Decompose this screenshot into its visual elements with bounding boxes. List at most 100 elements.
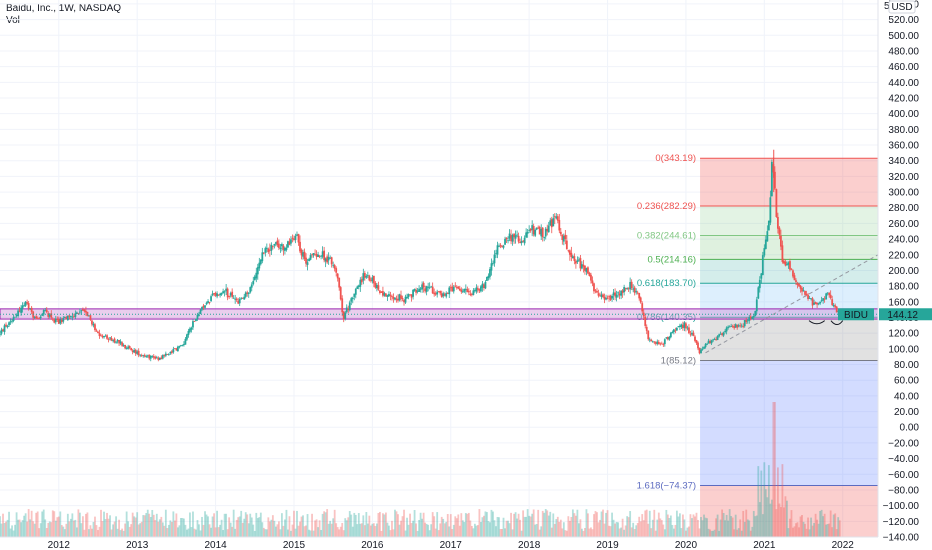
candle-body xyxy=(121,342,124,346)
candle-body xyxy=(118,340,120,344)
candle-body xyxy=(155,357,158,359)
volume-bar xyxy=(505,520,508,537)
candle-body xyxy=(761,255,764,276)
candle-body xyxy=(719,333,722,335)
volume-bar xyxy=(502,517,505,537)
volume-bar xyxy=(764,489,767,537)
volume-bar xyxy=(17,519,19,537)
volume-bar xyxy=(486,512,488,537)
volume-bar xyxy=(18,519,21,537)
candle-body xyxy=(568,250,571,255)
volume-bar xyxy=(617,522,619,537)
candle-body xyxy=(424,288,427,292)
time-axis[interactable]: 2012 2013 2014 2015 2016 2017 2018 2019 2020 2021… xyxy=(0,536,878,550)
volume-bar xyxy=(60,525,63,537)
candle-body xyxy=(270,244,273,251)
volume-bar xyxy=(35,512,38,537)
time-tick-label: 2021 xyxy=(753,540,776,550)
volume-bar xyxy=(826,524,829,537)
candle-body xyxy=(694,336,696,341)
candle-body xyxy=(458,288,461,291)
candle-body xyxy=(383,292,386,296)
volume-bar xyxy=(11,525,13,537)
candle-body xyxy=(302,252,304,257)
candle-body xyxy=(404,296,407,303)
volume-bar xyxy=(131,512,134,537)
volume-bar xyxy=(501,529,503,537)
candle-body xyxy=(642,312,645,317)
candle-body xyxy=(152,356,155,358)
candle-body xyxy=(279,247,282,249)
candle-body xyxy=(520,241,523,244)
candle-body xyxy=(341,298,344,313)
volume-bar xyxy=(259,512,262,537)
volume-bar xyxy=(740,530,743,537)
candle-body xyxy=(811,298,814,306)
volume-bar xyxy=(659,518,662,537)
volume-bar xyxy=(712,530,714,537)
candle-body xyxy=(553,216,556,218)
volume-bar xyxy=(160,516,163,537)
volume-bar xyxy=(143,515,146,537)
volume-bar xyxy=(668,517,671,537)
candle-body xyxy=(449,287,452,289)
candle-body xyxy=(624,287,627,289)
candle-body xyxy=(336,273,339,279)
volume-bar xyxy=(424,522,427,537)
volume-bar xyxy=(734,514,737,537)
candle-body xyxy=(189,328,191,332)
candle-body xyxy=(17,310,19,317)
volume-bar xyxy=(792,527,794,537)
volume-bar xyxy=(66,513,69,537)
candle-body xyxy=(704,344,707,348)
volume-bar xyxy=(184,524,187,537)
candle-body xyxy=(834,305,837,308)
volume-bar xyxy=(825,524,828,537)
candle-body xyxy=(217,294,220,296)
candle-body xyxy=(789,261,791,270)
fib-level-label: 0(343.19) xyxy=(655,153,696,164)
volume-bar xyxy=(621,518,624,537)
volume-bar xyxy=(721,509,724,537)
candle-body xyxy=(357,285,360,288)
volume-bar xyxy=(282,525,285,537)
volume-bar xyxy=(588,528,591,537)
volume-bar xyxy=(71,513,74,537)
volume-bar xyxy=(80,523,83,537)
volume-bar xyxy=(157,521,160,537)
volume-bar xyxy=(710,530,713,537)
candle-body xyxy=(710,340,713,344)
volume-bar xyxy=(183,518,185,537)
candle-body xyxy=(431,286,434,294)
volume-bar xyxy=(344,518,347,537)
price-tick-label: −60.00 xyxy=(888,470,919,481)
volume-bar xyxy=(817,523,820,537)
candle-body xyxy=(611,295,613,299)
price-axis[interactable]: 5 40.00 520.00 500.00 480.00 460.00 440.00 420.… xyxy=(877,0,919,544)
price-tick-label: 100.00 xyxy=(888,344,919,355)
volume-bar xyxy=(368,515,371,537)
volume-bar xyxy=(302,515,304,537)
volume-bar xyxy=(698,528,701,537)
volume-bar xyxy=(718,530,721,537)
volume-bar xyxy=(21,520,24,537)
volume-bar xyxy=(789,518,791,537)
volume-bar xyxy=(641,514,644,537)
candle-body xyxy=(552,218,555,227)
volume-bar xyxy=(395,511,398,537)
candle-body xyxy=(333,265,336,269)
volume-bar xyxy=(38,528,41,537)
candle-body xyxy=(277,243,280,248)
time-tick-label: 2017 xyxy=(440,540,463,550)
candle-body xyxy=(436,291,439,295)
volume-bar xyxy=(793,526,796,537)
candle-body xyxy=(35,316,38,319)
candle-body xyxy=(415,289,417,293)
volume-bar xyxy=(305,525,307,537)
candle-body xyxy=(181,345,184,346)
candle-body xyxy=(433,292,436,295)
candle-body xyxy=(574,261,577,264)
candle-body xyxy=(470,294,473,296)
volume-bar xyxy=(383,514,386,537)
